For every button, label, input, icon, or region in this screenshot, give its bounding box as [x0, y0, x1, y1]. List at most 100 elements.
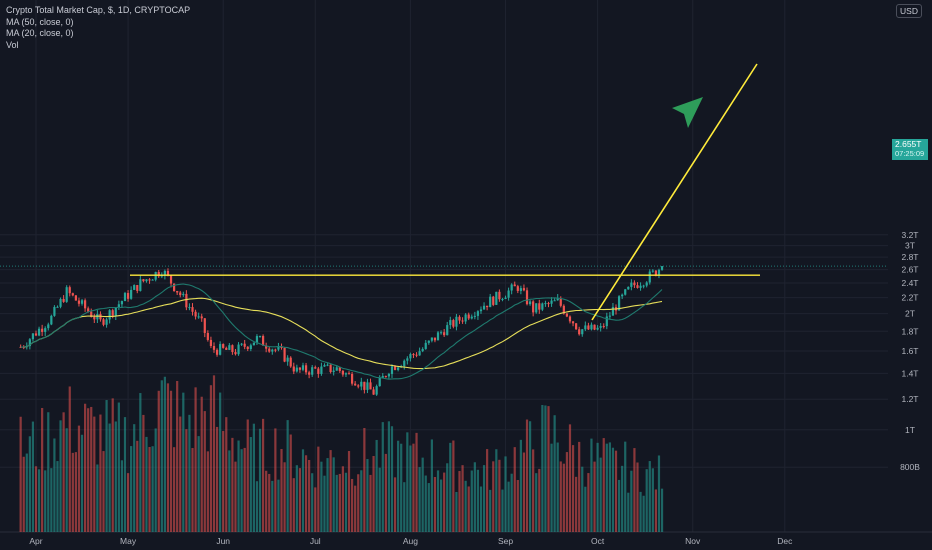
candle-body [329, 364, 332, 373]
candle-body [449, 320, 452, 326]
volume-bar [65, 428, 68, 532]
volume-bar [160, 380, 163, 532]
currency-button[interactable]: USD [896, 4, 922, 18]
candle-body [645, 282, 648, 286]
volume-bar [467, 486, 470, 532]
volume-bar [461, 465, 464, 532]
volume-bar [375, 439, 378, 532]
volume-bar [605, 443, 608, 532]
volume-bar [194, 387, 197, 532]
volume-bar [219, 392, 222, 532]
volume-bar [332, 457, 335, 532]
candle-body [375, 386, 378, 395]
volume-bar [473, 462, 476, 532]
volume-bar [25, 453, 28, 532]
candle-body [83, 300, 87, 309]
volume-bar [68, 386, 71, 532]
candle-body [562, 305, 565, 314]
candle-body [476, 311, 480, 316]
volume-bar [148, 447, 151, 532]
volume-bar [179, 416, 182, 532]
volume-bar [231, 437, 234, 532]
candle-body [176, 291, 179, 293]
candle-body [44, 328, 47, 332]
candle-body [568, 316, 572, 322]
price-tick-label: 2.8T [901, 252, 918, 262]
candle-body [59, 298, 62, 307]
volume-bar [133, 424, 136, 532]
candle-body [544, 303, 547, 305]
volume-bar [182, 392, 185, 532]
volume-bar [56, 461, 59, 532]
candle-body [378, 377, 381, 387]
drawings[interactable] [130, 63, 760, 321]
candle-body [467, 314, 470, 319]
candle-body [654, 270, 658, 276]
volume-bar [378, 467, 381, 532]
volume-bar [427, 483, 430, 532]
volume-bar [657, 455, 661, 532]
time-tick-label: Oct [591, 536, 605, 546]
volume-bar [397, 440, 400, 532]
candle-body [492, 296, 495, 305]
candle-body [415, 354, 418, 356]
volume-bar [547, 406, 550, 532]
chart-legend: Crypto Total Market Cap, $, 1D, CRYPTOCA… [6, 5, 190, 51]
trend-line[interactable] [591, 63, 758, 321]
volume-bar [519, 439, 522, 532]
candle-body [234, 352, 237, 355]
volume-bar [372, 456, 375, 532]
candle-body [53, 306, 56, 316]
candle-body [65, 287, 68, 302]
ma50-legend[interactable]: MA (50, close, 0) [6, 16, 74, 27]
last-price-value: 2.655T [895, 139, 922, 149]
volume-bar [630, 470, 633, 532]
candle-body [338, 367, 341, 371]
volume-bar [492, 461, 495, 532]
candle-body [516, 286, 519, 291]
time-axis[interactable]: Apr May Jun Jul Aug Sep Oct Nov Dec [29, 536, 793, 546]
candlesticks [19, 266, 664, 396]
volume-bar [522, 452, 526, 532]
volume-bar [271, 480, 274, 532]
volume-bar [295, 465, 298, 532]
volume-bar [225, 417, 228, 532]
candle-body [314, 367, 317, 369]
candle-body [47, 324, 50, 329]
candle-body [222, 344, 225, 348]
volume-bar [436, 470, 440, 532]
arrow-up-icon[interactable] [672, 97, 703, 128]
volume-bar [243, 447, 246, 532]
candle-body [482, 305, 486, 310]
candle-body [575, 323, 578, 330]
candle-body [268, 348, 271, 352]
candle-body [403, 360, 406, 367]
candle-body [77, 300, 81, 304]
ma20-legend[interactable]: MA (20, close, 0) [6, 28, 74, 38]
volume-legend[interactable]: Vol [6, 39, 19, 50]
candle-body [289, 357, 292, 367]
candle-body [642, 285, 645, 287]
volume-bar [571, 445, 575, 532]
volume-bar [265, 470, 268, 532]
volume-bar [240, 449, 243, 532]
volume-bar [507, 481, 510, 532]
volume-bar [636, 462, 639, 532]
candle-body [320, 366, 323, 374]
candle-body [114, 307, 117, 316]
candle-body [507, 290, 510, 298]
candle-body [427, 340, 430, 343]
candle-body [473, 315, 476, 317]
volume-bar [37, 469, 41, 532]
time-tick-label: Dec [777, 536, 793, 546]
volume-bar [587, 473, 590, 532]
volume-bar [139, 393, 142, 532]
volume-bar [430, 439, 433, 532]
volume-bar [255, 481, 259, 532]
candle-body [461, 320, 464, 322]
candle-body [406, 358, 409, 361]
volume-bar [268, 473, 271, 532]
symbol-title[interactable]: Crypto Total Market Cap, $, 1D, CRYPTOCA… [6, 5, 191, 15]
